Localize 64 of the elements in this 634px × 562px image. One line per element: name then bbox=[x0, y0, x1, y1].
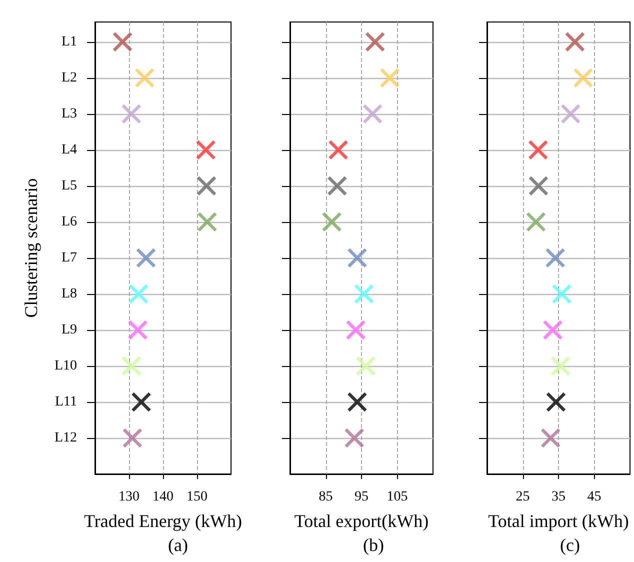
point bbox=[128, 320, 148, 340]
text: (c) bbox=[560, 535, 580, 555]
y-tick-label: L7 bbox=[61, 250, 77, 266]
point bbox=[356, 356, 376, 376]
x-tick-label: 140 bbox=[152, 490, 174, 504]
y-tick-label: L8 bbox=[61, 286, 77, 302]
y-axis-title: Clustering scenario bbox=[21, 178, 41, 318]
point bbox=[542, 320, 563, 340]
point bbox=[112, 32, 133, 52]
point bbox=[528, 140, 548, 160]
point bbox=[196, 176, 217, 196]
point bbox=[552, 284, 572, 304]
point bbox=[136, 248, 156, 268]
point bbox=[327, 176, 348, 196]
y-tick-label: L12 bbox=[54, 430, 77, 446]
point bbox=[347, 248, 368, 268]
x-tick-label: 150 bbox=[186, 490, 208, 504]
point bbox=[380, 68, 400, 88]
x-tick-label: 45 bbox=[587, 490, 602, 504]
x-axis-title: Total export(kWh) bbox=[294, 511, 429, 531]
point bbox=[354, 284, 374, 304]
point bbox=[196, 140, 216, 160]
y-tick-label: L4 bbox=[61, 142, 77, 158]
x-tick-label: 35 bbox=[552, 490, 566, 504]
point bbox=[364, 32, 386, 52]
point bbox=[122, 428, 143, 448]
x-axis-title: Traded Energy (kWh) bbox=[84, 511, 242, 531]
point bbox=[134, 68, 155, 88]
x-tick-label: 130 bbox=[118, 490, 140, 504]
y-tick-label: L5 bbox=[61, 178, 77, 194]
point bbox=[573, 68, 594, 88]
point bbox=[344, 428, 364, 448]
x-tick-label: 95 bbox=[354, 490, 368, 504]
x-axis-title: Total import (kWh) bbox=[488, 511, 629, 531]
y-tick-label: L1 bbox=[61, 34, 77, 50]
point bbox=[546, 392, 566, 412]
point bbox=[528, 176, 549, 196]
point bbox=[550, 356, 571, 376]
point bbox=[328, 140, 348, 160]
x-tick-label: 25 bbox=[516, 490, 530, 504]
point bbox=[121, 104, 142, 124]
point bbox=[131, 392, 152, 412]
y-tick-label: L9 bbox=[61, 322, 77, 338]
point bbox=[121, 356, 142, 376]
x-tick-label: 105 bbox=[386, 490, 408, 504]
point bbox=[128, 284, 149, 304]
text: (b) bbox=[362, 535, 384, 555]
point bbox=[322, 212, 342, 232]
point bbox=[540, 428, 561, 448]
text: (a) bbox=[168, 535, 188, 555]
point bbox=[545, 248, 566, 268]
point bbox=[526, 212, 546, 232]
point bbox=[362, 104, 383, 124]
y-tick-label: L6 bbox=[61, 214, 77, 230]
y-tick-label: L10 bbox=[54, 358, 77, 374]
point bbox=[197, 212, 218, 232]
y-tick-label: L2 bbox=[61, 70, 77, 86]
y-tick-label: L3 bbox=[61, 106, 77, 122]
point bbox=[347, 392, 368, 412]
point bbox=[564, 32, 586, 52]
y-tick-label: L11 bbox=[54, 394, 77, 410]
x-tick-label: 85 bbox=[318, 490, 333, 504]
point bbox=[560, 104, 581, 124]
point bbox=[346, 320, 366, 340]
